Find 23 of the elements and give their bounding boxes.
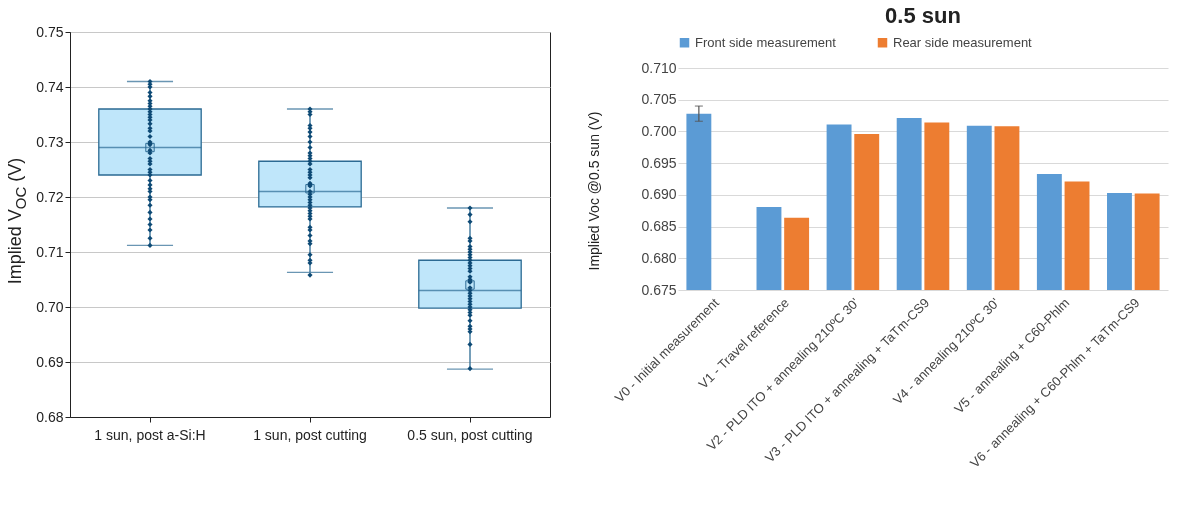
x-tick-label: 0.5 sun, post cutting xyxy=(407,426,533,443)
y-tick-label: 0.690 xyxy=(641,186,677,203)
y-tick-label: 0.70 xyxy=(36,298,64,315)
y-tick-label: 0.69 xyxy=(36,353,64,370)
y-tick-label: 0.74 xyxy=(36,78,64,95)
y-tick-label: 0.73 xyxy=(36,133,64,150)
y-tick-label: 0.685 xyxy=(641,218,677,235)
y-tick-label: 0.72 xyxy=(36,188,64,205)
y-axis-title: Implied Voc @0.5 sun (V) xyxy=(586,111,602,271)
y-tick-label: 0.75 xyxy=(36,23,64,40)
legend-label: Rear side measurement xyxy=(893,34,1033,50)
legend-label: Front side measurement xyxy=(695,34,837,50)
y-tick-label: 0.710 xyxy=(641,59,677,76)
y-tick-label: 0.680 xyxy=(641,249,677,266)
x-tick-label: 1 sun, post a-Si:H xyxy=(94,426,206,443)
y-tick-label: 0.71 xyxy=(36,243,64,260)
chart-title: 0.5 sun xyxy=(885,3,961,28)
y-tick-label: 0.705 xyxy=(641,91,677,108)
y-tick-label: 0.695 xyxy=(641,154,677,171)
y-tick-label: 0.675 xyxy=(641,281,677,298)
y-tick-label: 0.68 xyxy=(36,408,64,425)
y-tick-label: 0.700 xyxy=(641,122,677,139)
x-tick-label: 1 sun, post cutting xyxy=(253,426,367,443)
